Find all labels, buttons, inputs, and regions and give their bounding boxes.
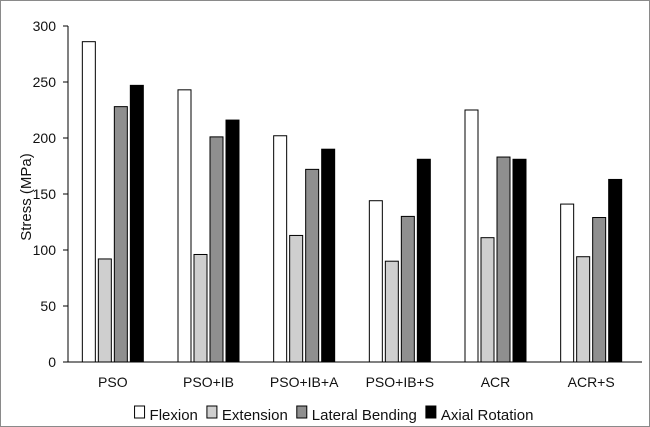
bar-lateral-bending (113, 106, 128, 363)
x-tick-label: PSO (98, 374, 128, 390)
legend-swatch-extension (206, 405, 218, 419)
legend: Flexion Extension Lateral Bending Axial Rot… (134, 405, 534, 424)
bar-extension (480, 237, 495, 363)
bar-extension (289, 234, 304, 363)
bar-lateral-bending (305, 168, 320, 363)
bar-lateral-bending (592, 217, 607, 363)
bar-lateral-bending (209, 136, 224, 363)
bar-axial-rotation (225, 119, 240, 363)
bar-axial-rotation (321, 148, 336, 363)
bars (81, 41, 623, 363)
bar-extension (193, 253, 208, 363)
bar-extension (384, 260, 399, 363)
bar-axial-rotation (129, 84, 144, 363)
bar-extension (576, 256, 591, 363)
y-axis-title: Stress (MPa) (18, 153, 35, 241)
legend-swatch-flexion (134, 405, 146, 419)
x-tick-label: PSO+IB (183, 374, 234, 390)
legend-label: Flexion (150, 407, 198, 424)
x-tick-label: ACR+S (568, 374, 615, 390)
y-tick-label: 250 (33, 74, 57, 90)
bar-extension (97, 258, 112, 363)
x-tick-label: ACR (481, 374, 511, 390)
legend-label: Lateral Bending (312, 407, 417, 424)
legend-label: Extension (222, 407, 288, 424)
y-tick-label: 0 (48, 354, 56, 370)
y-tick-label: 100 (33, 242, 57, 258)
y-tick-label: 300 (33, 18, 57, 34)
x-tick-label: PSO+IB+A (270, 374, 339, 390)
bar-lateral-bending (400, 215, 415, 363)
x-tick-labels: PSO PSO+IB PSO+IB+A PSO+IB+S ACR ACR+S (98, 374, 615, 390)
bar-lateral-bending (496, 156, 511, 363)
bar-flexion (177, 89, 192, 363)
y-tick-label: 150 (33, 186, 57, 202)
x-tick-label: PSO+IB+S (366, 374, 434, 390)
bar-flexion (560, 203, 575, 363)
bar-axial-rotation (416, 158, 431, 363)
y-ticks: 0 50 100 150 200 250 300 (33, 18, 68, 370)
bar-axial-rotation (512, 158, 527, 363)
legend-swatch-lateral-bending (296, 405, 308, 419)
legend-swatch-axial-rotation (425, 405, 437, 419)
bar-flexion (273, 135, 288, 363)
y-tick-label: 200 (33, 130, 57, 146)
bar-flexion (464, 109, 479, 363)
chart-axes (67, 26, 642, 363)
bar-axial-rotation (608, 178, 623, 363)
legend-label: Axial Rotation (441, 407, 534, 424)
y-tick-label: 50 (40, 298, 56, 314)
bar-flexion (81, 41, 96, 363)
bar-flexion (368, 200, 383, 363)
